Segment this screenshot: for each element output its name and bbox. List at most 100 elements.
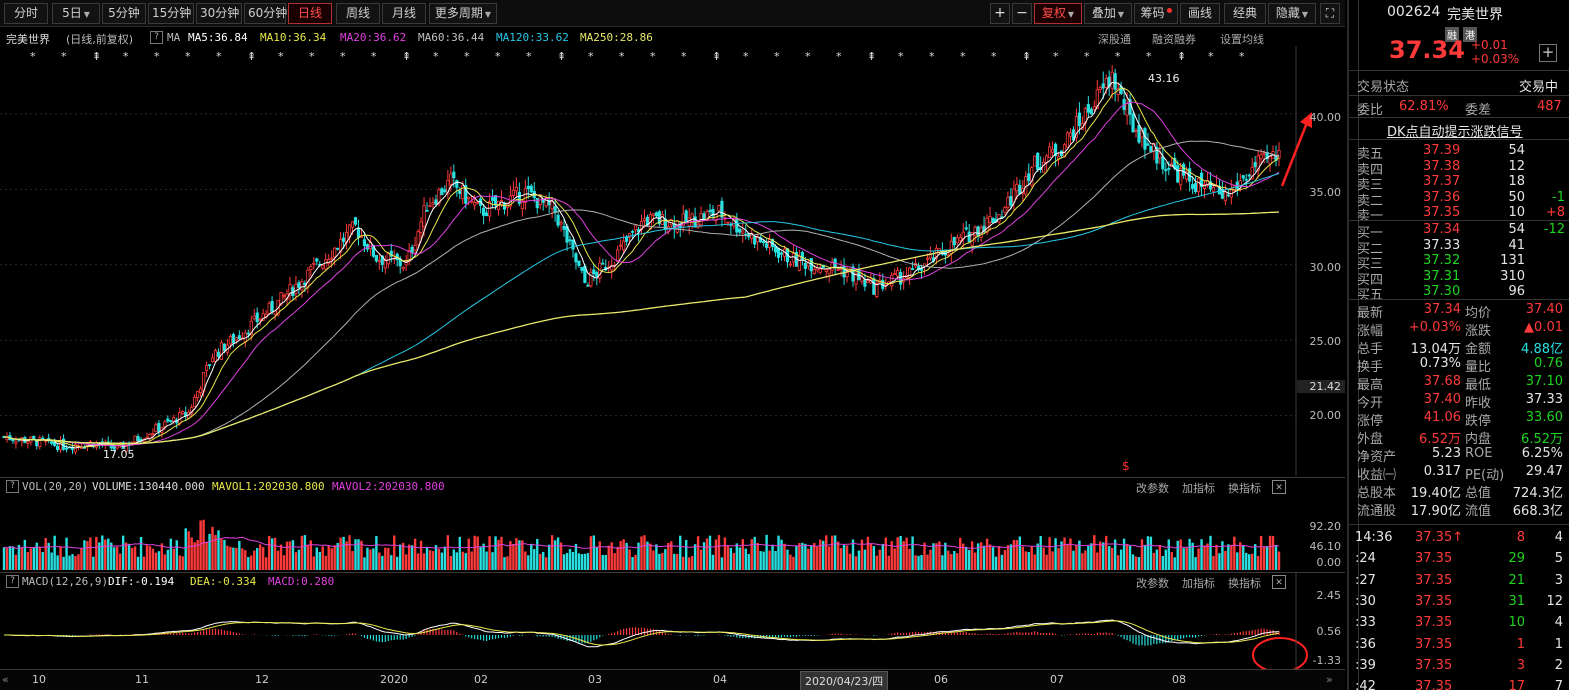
macd-params-link[interactable]: 改参数 bbox=[1136, 577, 1169, 590]
period-daily[interactable]: 日线 bbox=[288, 3, 332, 24]
period-weekly[interactable]: 周线 bbox=[336, 3, 380, 24]
candle-body bbox=[1104, 78, 1108, 88]
stat-value: 37.68 bbox=[1423, 374, 1461, 389]
macd-panel[interactable]: ? MACD(12,26,9) DIF:-0.194 DEA:-0.334 MA… bbox=[0, 572, 1345, 670]
volume-bar bbox=[151, 548, 155, 570]
candle-body bbox=[336, 247, 340, 250]
order-price: 37.34 bbox=[1423, 222, 1461, 237]
period-monthly[interactable]: 月线 bbox=[382, 3, 426, 24]
candle-body bbox=[172, 417, 176, 422]
stat-label: 流通股 bbox=[1357, 504, 1397, 519]
candle-body bbox=[294, 283, 298, 294]
period-5day[interactable]: 5日 ▼ bbox=[52, 3, 100, 24]
close-icon[interactable]: ✕ bbox=[1272, 575, 1286, 589]
candle-body bbox=[1092, 106, 1096, 110]
volume-panel[interactable]: ? VOL(20,20) VOLUME:130440.000 MAVOL1:20… bbox=[0, 477, 1345, 572]
volume-bar bbox=[839, 548, 843, 570]
signal-row[interactable]: DK点自动提示涨跌信号 bbox=[1349, 120, 1569, 140]
close-icon[interactable]: ✕ bbox=[1272, 480, 1286, 494]
order-book-row[interactable]: 买一 37.34 54 -12 bbox=[1349, 221, 1569, 241]
volume-bar bbox=[253, 550, 256, 570]
stat-row: 涨停 41.06 跌停 33.60 bbox=[1349, 409, 1569, 429]
tick-row[interactable]: :33 37.35 10 4 bbox=[1349, 614, 1569, 632]
event-marker-icon: * bbox=[340, 50, 346, 63]
volume-bar bbox=[148, 546, 152, 570]
price-chart-panel[interactable]: * * ⇞ * * * * ⇞ * * * * ⇞ * * * * ⇞ * * * * ⇞ * * * * ⇞ * * * * ⇞ * * * * ⇞ * *… bbox=[0, 46, 1345, 476]
order-book-row[interactable]: 卖二 37.36 50 -1 bbox=[1349, 189, 1569, 209]
candle-body bbox=[759, 237, 763, 243]
candle-body bbox=[535, 198, 539, 209]
order-book-row[interactable]: 卖三 37.37 18 bbox=[1349, 173, 1569, 193]
tick-count: 1 bbox=[1554, 636, 1563, 652]
tick-row[interactable]: :36 37.35 1 1 bbox=[1349, 636, 1569, 654]
signal-link[interactable]: DK点自动提示涨跌信号 bbox=[1387, 125, 1523, 140]
candlestick-chart[interactable]: * * ⇞ * * * * ⇞ * * * * ⇞ * * * * ⇞ * * * * ⇞ * * * * ⇞ * * * * ⇞ * * * * ⇞ * * bbox=[0, 46, 1345, 476]
volume-bar bbox=[851, 539, 855, 570]
dollar-event-mark[interactable]: $ bbox=[1122, 459, 1130, 473]
ma-settings-link[interactable]: 设置均线 bbox=[1220, 33, 1264, 46]
candle-body bbox=[765, 243, 769, 248]
help-icon[interactable]: ? bbox=[6, 575, 19, 588]
x-tick: 10 bbox=[32, 673, 46, 686]
zoom-in-button[interactable]: + bbox=[990, 3, 1010, 24]
period-60min[interactable]: 60分钟 bbox=[244, 3, 287, 24]
order-book-row[interactable]: 买三 37.32 131 bbox=[1349, 252, 1569, 272]
time-axis[interactable]: « 10 11 12 2020 02 03 04 2020/04/23/四 06… bbox=[0, 669, 1345, 690]
order-book-row[interactable]: 买四 37.31 310 bbox=[1349, 268, 1569, 288]
volume-bar bbox=[381, 555, 384, 570]
period-30min[interactable]: 30分钟 bbox=[196, 3, 242, 24]
chouma-button[interactable]: 筹码 bbox=[1134, 3, 1178, 24]
tick-row[interactable]: :24 37.35 29 5 bbox=[1349, 550, 1569, 568]
tick-row[interactable]: 14:36 37.35↑ 8 4 bbox=[1349, 529, 1569, 547]
event-marker-icon: * bbox=[526, 50, 532, 63]
stat-value: +0.03% bbox=[1408, 320, 1461, 335]
draw-line-button[interactable]: 画线 bbox=[1180, 3, 1220, 24]
margin-trading-link[interactable]: 融资融券 bbox=[1152, 33, 1196, 46]
candle-body bbox=[1095, 89, 1099, 109]
volume-bar bbox=[1113, 539, 1117, 570]
weibi-label: 委比 bbox=[1357, 103, 1384, 118]
ma250-value: MA250:28.86 bbox=[580, 31, 653, 44]
tick-row[interactable]: :39 37.35 3 2 bbox=[1349, 657, 1569, 675]
scroll-left-icon[interactable]: « bbox=[2, 673, 9, 686]
scroll-right-icon[interactable]: » bbox=[1326, 673, 1333, 686]
event-marker-icon: * bbox=[588, 50, 594, 63]
tick-row[interactable]: :42 37.35 17 7 bbox=[1349, 678, 1569, 690]
order-book-row[interactable]: 卖四 37.38 12 bbox=[1349, 158, 1569, 178]
more-periods-dropdown[interactable]: 更多周期 ▼ bbox=[429, 3, 497, 24]
help-icon[interactable]: ? bbox=[6, 480, 19, 493]
vol-params-link[interactable]: 改参数 bbox=[1136, 482, 1169, 495]
stat-value: 6.52万 bbox=[1419, 432, 1461, 447]
stat-label: 涨停 bbox=[1357, 414, 1384, 429]
tick-row[interactable]: :27 37.35 21 3 bbox=[1349, 572, 1569, 590]
shenguton-link[interactable]: 深股通 bbox=[1098, 33, 1131, 46]
help-icon[interactable]: ? bbox=[150, 31, 163, 44]
period-15min[interactable]: 15分钟 bbox=[148, 3, 194, 24]
volume-bar bbox=[565, 552, 569, 570]
period-fenshi[interactable]: 分时 bbox=[4, 3, 48, 24]
classic-button[interactable]: 经典 bbox=[1224, 3, 1266, 24]
add-watchlist-button[interactable]: + bbox=[1539, 44, 1557, 62]
stat-label: 换手 bbox=[1357, 360, 1384, 375]
order-book-row[interactable]: 卖五 37.39 54 bbox=[1349, 142, 1569, 162]
notification-dot-icon bbox=[1166, 8, 1172, 13]
volume-bar bbox=[157, 551, 161, 570]
order-book-row[interactable]: 买二 37.33 41 bbox=[1349, 237, 1569, 257]
fullscreen-icon[interactable]: ⛶ bbox=[1320, 3, 1340, 24]
macd-switch-indicator-link[interactable]: 换指标 bbox=[1228, 577, 1261, 590]
volume-bar bbox=[985, 538, 989, 570]
volume-bar bbox=[2, 547, 6, 570]
quote-panel-handle[interactable] bbox=[1349, 0, 1359, 690]
period-5min[interactable]: 5分钟 bbox=[102, 3, 146, 24]
candle-body bbox=[952, 236, 956, 246]
zoom-out-button[interactable]: − bbox=[1012, 3, 1032, 24]
macd-add-indicator-link[interactable]: 加指标 bbox=[1182, 577, 1215, 590]
vol-switch-indicator-link[interactable]: 换指标 bbox=[1228, 482, 1261, 495]
hide-button[interactable]: 隐藏 ▼ bbox=[1268, 3, 1316, 24]
tick-row[interactable]: :30 37.35 31 12 bbox=[1349, 593, 1569, 611]
candle-body bbox=[404, 261, 408, 266]
candle-body bbox=[467, 196, 471, 200]
vol-add-indicator-link[interactable]: 加指标 bbox=[1182, 482, 1215, 495]
fuquan-dropdown[interactable]: 复权 ▼ bbox=[1034, 3, 1082, 24]
overlay-dropdown[interactable]: 叠加 ▼ bbox=[1084, 3, 1132, 24]
